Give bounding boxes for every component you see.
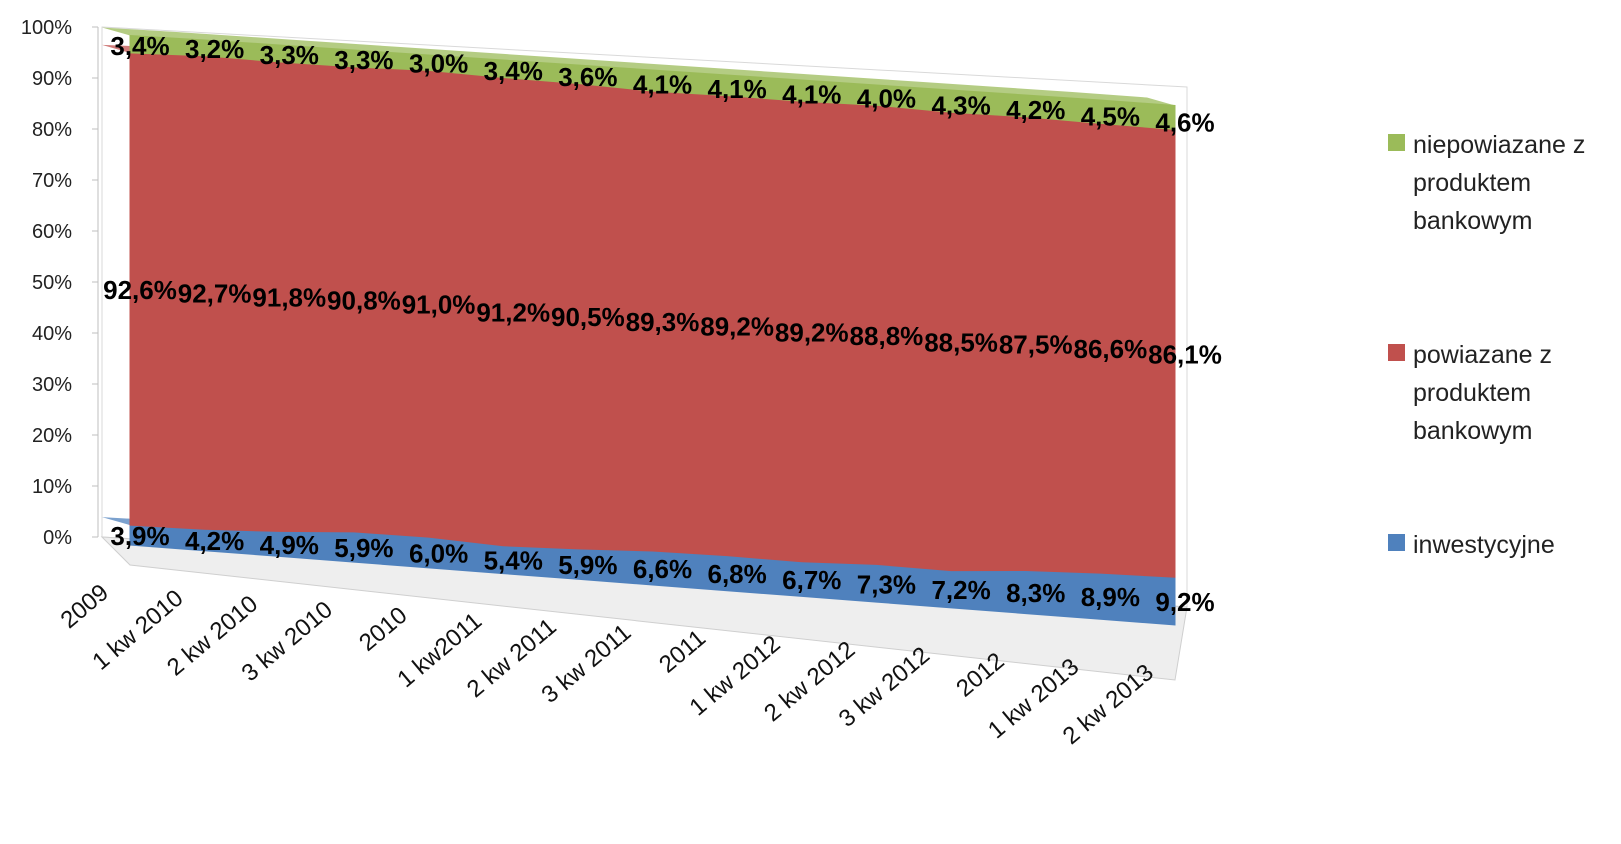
data-label: 6,7% — [782, 565, 841, 595]
data-label: 90,8% — [327, 285, 401, 315]
data-label: 92,7% — [178, 279, 252, 309]
data-label: 4,0% — [857, 83, 916, 113]
data-label: 88,8% — [850, 321, 924, 351]
data-label: 8,9% — [1081, 582, 1140, 612]
legend-label-line: produktem — [1413, 379, 1532, 407]
data-label: 91,8% — [252, 283, 326, 313]
data-label: 89,2% — [700, 312, 774, 342]
legend-item: powiazane z produktem bankowym — [1388, 336, 1618, 450]
data-label: 3,4% — [110, 31, 169, 61]
legend-label-line: produktem — [1413, 169, 1532, 197]
data-label: 4,1% — [633, 69, 692, 99]
legend-item: inwestycyjne — [1388, 526, 1618, 564]
data-label: 3,9% — [110, 521, 169, 551]
x-tick-label: 2009 — [56, 579, 114, 634]
data-label: 5,4% — [484, 546, 543, 576]
y-tick-label: 100% — [21, 17, 72, 39]
data-label: 4,9% — [260, 530, 319, 560]
data-label: 3,0% — [409, 49, 468, 79]
data-label: 4,2% — [185, 526, 244, 556]
legend-label-line: powiazane z — [1413, 341, 1552, 369]
data-label: 3,2% — [185, 34, 244, 64]
y-tick-label: 90% — [32, 68, 72, 90]
data-label: 6,6% — [633, 554, 692, 584]
y-tick-label: 20% — [32, 425, 72, 447]
data-label: 4,5% — [1081, 102, 1140, 132]
legend-swatch — [1388, 134, 1405, 151]
y-axis: 0% 10% 20% 30% 40% 50% 60% 70% 80% 90% 100% — [21, 17, 99, 549]
data-label: 86,1% — [1148, 339, 1222, 369]
y-tick-label: 10% — [32, 476, 72, 498]
data-label: 6,0% — [409, 538, 468, 568]
data-label: 3,4% — [484, 56, 543, 86]
area-series-2 — [129, 34, 1176, 130]
data-label: 3,6% — [558, 62, 617, 92]
data-label: 89,2% — [775, 318, 849, 348]
data-label: 4,6% — [1155, 108, 1214, 138]
data-label: 91,2% — [476, 298, 550, 328]
legend-label-line: niepowiazane z — [1413, 131, 1586, 159]
y-tick-label: 80% — [32, 119, 72, 141]
legend-label: niepowiazane z produktem bankowym — [1413, 126, 1585, 240]
data-label: 4,3% — [931, 91, 990, 121]
legend-label: powiazane z produktem bankowym — [1413, 336, 1552, 450]
data-label: 3,3% — [260, 40, 319, 70]
y-tick-label: 60% — [32, 221, 72, 243]
legend-label: inwestycyjne — [1413, 526, 1555, 564]
data-label: 3,3% — [334, 45, 393, 75]
y-tick-label: 0% — [43, 527, 72, 549]
data-labels: 3,9% 4,2% 4,9% 5,9% 6,0% 5,4% 5,9% 6,6% 6,8% 6,7%… — [103, 31, 1222, 617]
data-label: 4,2% — [1006, 95, 1065, 125]
data-label: 90,5% — [551, 302, 625, 332]
data-label: 4,1% — [782, 79, 841, 109]
x-tick-label: 2010 — [354, 602, 412, 657]
data-label: 88,5% — [924, 327, 998, 357]
data-label: 87,5% — [999, 330, 1073, 360]
y-tick-label: 30% — [32, 374, 72, 396]
y-tick-label: 70% — [32, 170, 72, 192]
data-label: 8,3% — [1006, 578, 1065, 608]
legend-label-line: inwestycyjne — [1413, 531, 1555, 559]
data-label: 9,2% — [1155, 587, 1214, 617]
data-label: 86,6% — [1073, 334, 1147, 364]
data-label: 5,9% — [558, 550, 617, 580]
x-tick-label: 2011 — [654, 625, 711, 679]
legend-swatch — [1388, 534, 1405, 551]
data-label: 4,1% — [708, 74, 767, 104]
data-label: 7,3% — [857, 569, 916, 599]
legend-label-line: bankowym — [1413, 207, 1533, 235]
plot-area — [102, 27, 1176, 626]
data-label: 7,2% — [931, 575, 990, 605]
y-tick-label: 40% — [32, 323, 72, 345]
data-label: 91,0% — [402, 290, 476, 320]
area-depth-2 — [102, 27, 1175, 106]
data-label: 5,9% — [334, 533, 393, 563]
legend-label-line: bankowym — [1413, 417, 1533, 445]
legend-item: niepowiazane z produktem bankowym — [1388, 126, 1618, 240]
y-tick-label: 50% — [32, 272, 72, 294]
data-label: 89,3% — [626, 307, 700, 337]
data-label: 6,8% — [708, 559, 767, 589]
data-label: 92,6% — [103, 275, 177, 305]
legend-swatch — [1388, 344, 1405, 361]
